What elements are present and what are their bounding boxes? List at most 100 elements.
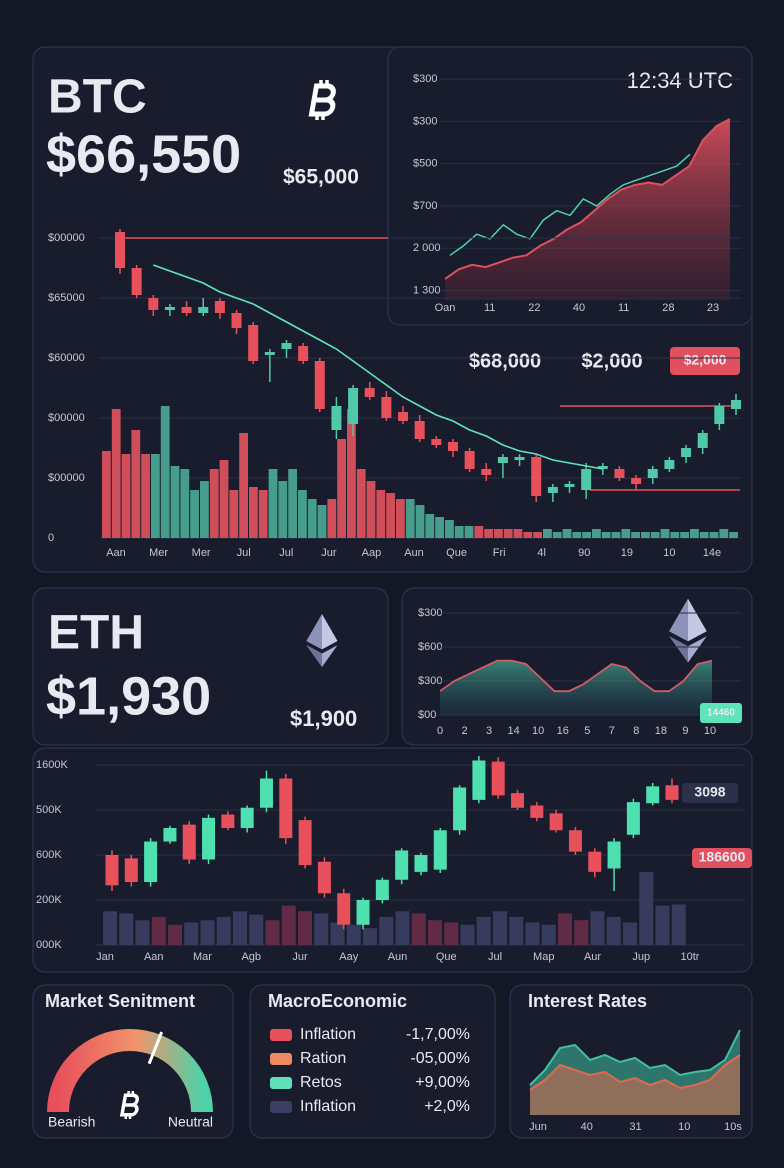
candle-body bbox=[364, 388, 375, 397]
x-tick-label: 14e bbox=[703, 547, 721, 559]
x-tick-label: 28 bbox=[662, 302, 674, 314]
y-tick-label: $700 bbox=[413, 200, 437, 212]
candle-body bbox=[164, 307, 175, 310]
x-tick-label: Jun bbox=[529, 1121, 547, 1133]
macro-label: Inflation bbox=[300, 1098, 356, 1115]
candle-body bbox=[614, 469, 625, 478]
volume-bar bbox=[363, 928, 377, 945]
volume-bar bbox=[590, 911, 605, 945]
candle-body bbox=[248, 325, 259, 361]
volume-bar bbox=[660, 529, 670, 538]
candle-body bbox=[298, 346, 309, 361]
volume-bar bbox=[347, 409, 356, 538]
volume-bar bbox=[298, 911, 312, 945]
volume-bar bbox=[168, 924, 182, 945]
macro-label: Inflation bbox=[300, 1026, 356, 1043]
legend-swatch bbox=[270, 1029, 292, 1041]
x-tick-label: 4l bbox=[537, 547, 546, 559]
x-tick-label: 40 bbox=[581, 1121, 593, 1133]
y-tick-label: 600K bbox=[36, 849, 62, 861]
volume-bar bbox=[655, 905, 670, 945]
mini-line bbox=[439, 659, 713, 693]
gauge-needle bbox=[147, 1031, 164, 1065]
mini-area bbox=[445, 119, 730, 300]
x-tick-label: Mer bbox=[192, 547, 211, 559]
sentiment-high-label: Neutral bbox=[168, 1114, 213, 1130]
candle-body bbox=[414, 855, 428, 872]
volume-bar bbox=[484, 529, 493, 538]
volume-bar bbox=[102, 451, 111, 538]
candle-body bbox=[447, 442, 458, 451]
macro-panel bbox=[249, 984, 496, 1139]
x-tick-label: 31 bbox=[629, 1121, 641, 1133]
x-tick-label: 10 bbox=[678, 1121, 690, 1133]
volume-bar bbox=[474, 526, 484, 538]
volume-bar bbox=[141, 454, 150, 538]
sentiment-panel bbox=[32, 984, 234, 1139]
volume-bar bbox=[330, 922, 345, 945]
volume-bar bbox=[327, 499, 337, 538]
rate-line bbox=[529, 1029, 741, 1086]
x-tick-label: 7 bbox=[609, 725, 615, 737]
candle-body bbox=[631, 478, 642, 484]
volume-bar bbox=[606, 916, 621, 945]
candle-body bbox=[375, 879, 389, 900]
x-tick-label: Jur bbox=[292, 951, 308, 963]
candle-body bbox=[530, 805, 544, 818]
y-tick-label: $00000 bbox=[48, 472, 85, 484]
volume-bar bbox=[541, 924, 556, 945]
candle-body bbox=[337, 893, 351, 925]
candle-body bbox=[298, 820, 312, 866]
candle-body bbox=[398, 412, 409, 421]
y-tick-label: $500 bbox=[413, 158, 437, 170]
volume-bar bbox=[509, 916, 524, 945]
x-tick-label: Jur bbox=[321, 547, 337, 559]
x-tick-label: 0 bbox=[437, 725, 443, 737]
macro-title: MacroEconomic bbox=[268, 991, 407, 1011]
x-tick-label: 22 bbox=[528, 302, 540, 314]
volume-bar bbox=[513, 529, 523, 538]
btc-symbol: BTC bbox=[48, 71, 147, 124]
candle-body bbox=[491, 761, 505, 796]
x-tick-label: 11 bbox=[618, 302, 629, 314]
candle-body bbox=[431, 439, 442, 445]
btc-ref-price: $65,000 bbox=[283, 166, 359, 189]
candle-body bbox=[433, 830, 447, 870]
candle-body bbox=[356, 900, 370, 925]
volume-bar bbox=[621, 529, 631, 538]
candle-body bbox=[314, 361, 325, 409]
rates-title: Interest Rates bbox=[528, 991, 647, 1011]
volume-bar bbox=[131, 430, 141, 538]
volume-bar bbox=[729, 532, 738, 538]
candle-body bbox=[607, 841, 621, 869]
candle-body bbox=[511, 793, 525, 808]
volume-bar bbox=[281, 905, 296, 945]
volume-bar bbox=[151, 916, 166, 945]
mini-area bbox=[440, 660, 712, 715]
x-tick-label: Fri bbox=[493, 547, 506, 559]
legend-swatch bbox=[270, 1053, 292, 1065]
candle-body bbox=[647, 469, 658, 478]
x-tick-label: Mer bbox=[149, 547, 168, 559]
candle-body bbox=[453, 787, 467, 831]
macro-value: +9,00% bbox=[415, 1074, 470, 1091]
rate-area bbox=[530, 1055, 740, 1115]
macro-value: +2,0% bbox=[424, 1098, 470, 1115]
x-tick-label: 10 bbox=[663, 547, 675, 559]
volume-bar bbox=[445, 520, 454, 538]
volume-bar bbox=[249, 914, 264, 945]
y-tick-label: 0 bbox=[48, 532, 54, 544]
candle-body bbox=[568, 830, 582, 852]
x-tick-label: Que bbox=[446, 547, 467, 559]
volume-bar bbox=[719, 529, 729, 538]
candle-body bbox=[259, 778, 273, 808]
candle-body bbox=[597, 466, 608, 469]
x-tick-label: Aur bbox=[584, 951, 601, 963]
x-tick-label: Mar bbox=[193, 951, 212, 963]
candle-body bbox=[131, 268, 142, 295]
volume-bar bbox=[219, 460, 229, 538]
volume-bar bbox=[503, 529, 513, 538]
volume-bar bbox=[623, 922, 637, 945]
